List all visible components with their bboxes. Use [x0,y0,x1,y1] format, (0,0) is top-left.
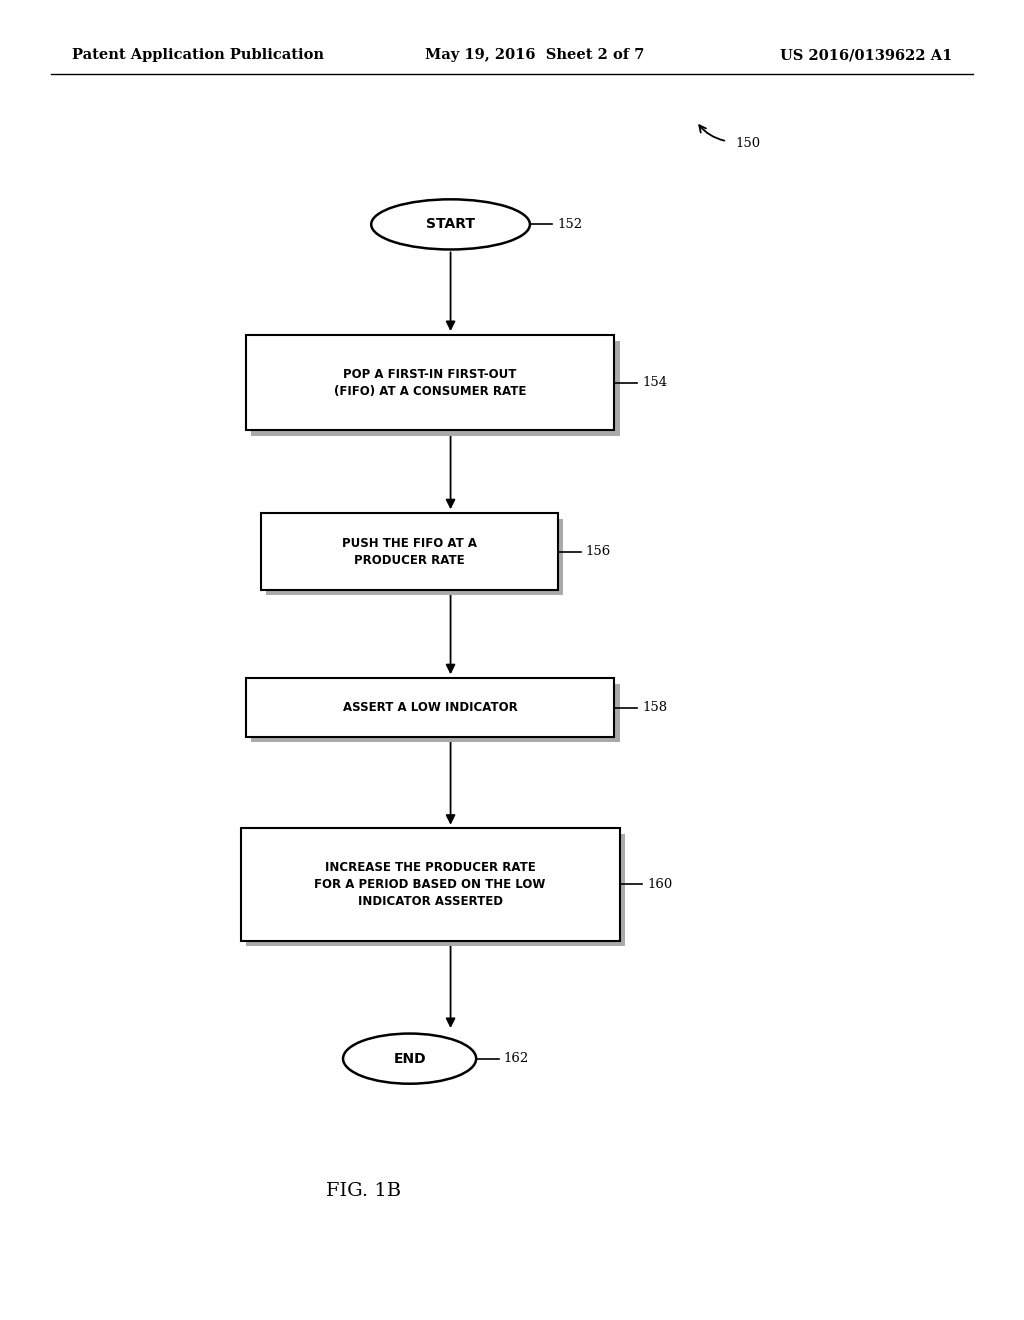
Text: May 19, 2016  Sheet 2 of 7: May 19, 2016 Sheet 2 of 7 [425,49,644,62]
Text: Patent Application Publication: Patent Application Publication [72,49,324,62]
Text: FIG. 1B: FIG. 1B [326,1181,401,1200]
Text: INCREASE THE PRODUCER RATE
FOR A PERIOD BASED ON THE LOW
INDICATOR ASSERTED: INCREASE THE PRODUCER RATE FOR A PERIOD … [314,861,546,908]
Text: POP A FIRST-IN FIRST-OUT
(FIFO) AT A CONSUMER RATE: POP A FIRST-IN FIRST-OUT (FIFO) AT A CON… [334,368,526,397]
Text: US 2016/0139622 A1: US 2016/0139622 A1 [780,49,952,62]
Text: START: START [426,218,475,231]
Bar [246,335,614,430]
Text: 158: 158 [642,701,668,714]
Bar [251,341,620,436]
Text: PUSH THE FIFO AT A
PRODUCER RATE: PUSH THE FIFO AT A PRODUCER RATE [342,537,477,566]
Text: 154: 154 [642,376,668,389]
Bar [266,519,563,595]
Bar [246,834,625,945]
Bar [246,678,614,737]
Text: 150: 150 [735,137,761,150]
Text: 156: 156 [586,545,611,558]
Text: 160: 160 [647,878,673,891]
Text: 162: 162 [504,1052,529,1065]
Text: END: END [393,1052,426,1065]
Text: ASSERT A LOW INDICATOR: ASSERT A LOW INDICATOR [343,701,517,714]
Text: 152: 152 [557,218,583,231]
Bar [261,513,558,590]
Bar [241,829,620,940]
Bar [251,684,620,742]
